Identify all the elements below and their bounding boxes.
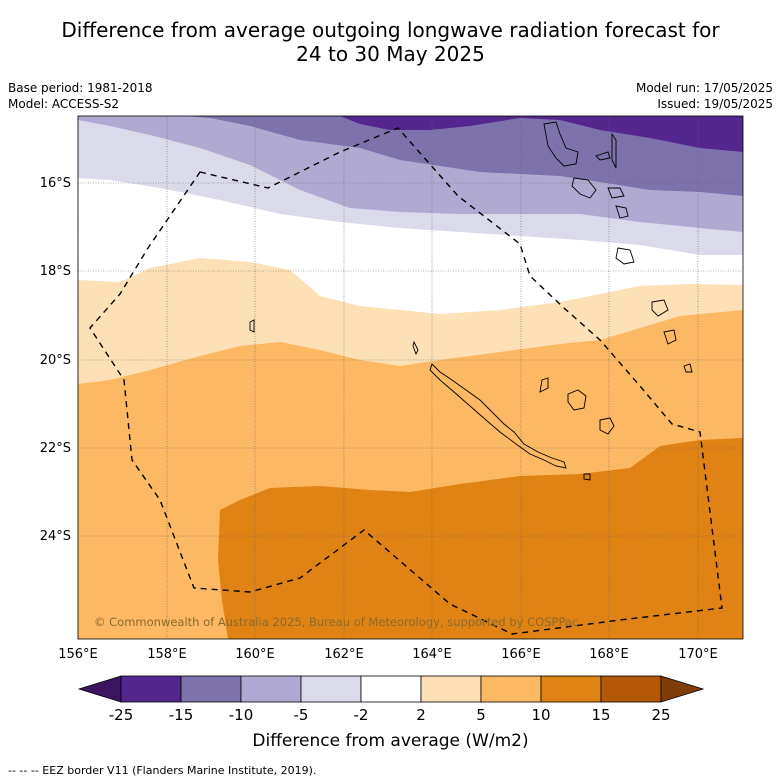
model-run: Model run: 17/05/2025: [635, 81, 773, 95]
matthew-island: [651, 299, 669, 317]
hunter-island: [663, 329, 677, 345]
lifou-island: [567, 389, 587, 411]
espiritu-santo: [543, 121, 579, 167]
mare-island: [599, 417, 615, 435]
colorbar-tick-label: -2: [353, 706, 369, 724]
colorbar-tick-label: 5: [476, 706, 486, 724]
meta-left: Base period: 1981-2018 Model: ACCESS-S2: [8, 80, 153, 112]
colorbar-tick-label: -15: [168, 706, 194, 724]
colorbar-tick-label: 10: [531, 706, 551, 724]
colorbar-segment: [360, 675, 422, 703]
colorbar-segment: [540, 675, 602, 703]
malekula: [571, 177, 597, 199]
eez-legend-note: -- -- -- EEZ border V11 (Flanders Marine…: [8, 764, 317, 777]
colorbar-extend-low: [77, 675, 122, 703]
colorbar-segment: [120, 675, 182, 703]
lon-label: 162°E: [324, 647, 364, 662]
band-10-to-15: [218, 438, 743, 639]
lon-label: 168°E: [589, 647, 629, 662]
lon-label: 160°E: [235, 647, 275, 662]
colorbar-tick-label: -25: [108, 706, 134, 724]
colorbar-tick-label: 2: [416, 706, 426, 724]
lon-label: 164°E: [412, 647, 452, 662]
colorbar: [77, 675, 705, 703]
belep-islands: [412, 340, 419, 356]
lon-label: 166°E: [501, 647, 541, 662]
lat-label: 24°S: [40, 529, 71, 544]
colorbar-tick-label: 15: [591, 706, 611, 724]
small-reef-1: [249, 319, 255, 333]
lon-label: 158°E: [147, 647, 187, 662]
tanna: [615, 247, 635, 265]
efate: [607, 187, 625, 199]
colorbar-segment: [480, 675, 542, 703]
longitude-labels: 156°E 158°E 160°E 162°E 164°E 166°E 168°…: [58, 647, 718, 662]
lat-label: 20°S: [40, 353, 71, 368]
issued-date: Issued: 19/05/2025: [657, 97, 773, 111]
model-name: Model: ACCESS-S2: [8, 97, 120, 111]
colorbar-segment: [240, 675, 302, 703]
lon-label: 156°E: [58, 647, 98, 662]
meta-right: Model run: 17/05/2025 Issued: 19/05/2025: [636, 80, 773, 112]
eez-border: [89, 127, 723, 635]
banks-islands: [595, 151, 611, 161]
colorbar-tick-label: 25: [651, 706, 671, 724]
colorbar-segment: [420, 675, 482, 703]
latitude-labels: 16°S 18°S 20°S 22°S 24°S: [40, 176, 71, 544]
base-period: Base period: 1981-2018: [8, 81, 153, 95]
colorbar-segment: [600, 675, 662, 703]
map-frame: [77, 115, 744, 640]
small-reef-2: [683, 363, 693, 373]
ouvea-island: [539, 377, 549, 393]
title-line-1: Difference from average outgoing longwav…: [61, 18, 720, 42]
coastlines: [249, 121, 693, 481]
lat-label: 18°S: [40, 264, 71, 279]
isle-of-pines: [583, 473, 591, 481]
band-below-minus-15: [340, 116, 743, 152]
grande-terre-island: [429, 363, 567, 469]
colorbar-tick-label: -10: [228, 706, 254, 724]
colorbar-segment: [300, 675, 362, 703]
erromango: [615, 205, 629, 219]
anomaly-field: [78, 116, 743, 639]
colorbar-tick-label: -5: [293, 706, 309, 724]
map-title: Difference from average outgoing longwav…: [0, 18, 781, 66]
colorbar-extend-high: [660, 675, 705, 703]
lat-label: 16°S: [40, 176, 71, 191]
pentecost: [611, 132, 617, 169]
title-line-2: 24 to 30 May 2025: [296, 42, 485, 66]
lon-label: 170°E: [678, 647, 718, 662]
lat-label: 22°S: [40, 441, 71, 456]
colorbar-segment: [180, 675, 242, 703]
colorbar-title: Difference from average (W/m2): [252, 731, 529, 751]
band-minus-15-to-10: [185, 116, 743, 196]
copyright-notice: © Commonwealth of Australia 2025, Bureau…: [94, 615, 578, 629]
